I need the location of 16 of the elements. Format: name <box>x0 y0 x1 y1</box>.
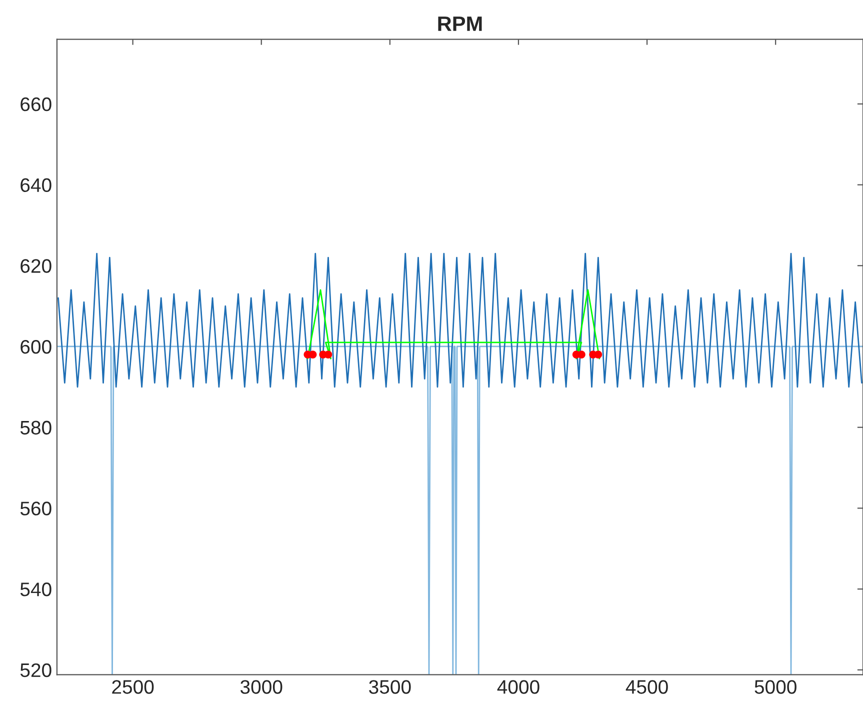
x-tick-label: 3500 <box>369 680 411 694</box>
y-tick-label: 520 <box>20 663 52 678</box>
y-tick-label: 660 <box>20 97 52 112</box>
y-tick-label: 540 <box>20 582 52 596</box>
chart-title: RPM <box>438 16 482 31</box>
x-tick-label: 2500 <box>112 680 154 694</box>
line-series <box>58 252 862 388</box>
x-tick-label: 4500 <box>626 680 668 694</box>
y-tick-label: 580 <box>20 420 52 435</box>
y-tick-label: 600 <box>20 340 52 354</box>
x-tick-label: 5000 <box>754 680 796 694</box>
y-tick-label: 560 <box>20 502 52 516</box>
y-tick-label: 620 <box>20 259 52 273</box>
x-tick-label: 4000 <box>497 680 540 694</box>
y-tick-label: 640 <box>20 178 52 192</box>
x-tick-label: 3000 <box>240 680 282 694</box>
